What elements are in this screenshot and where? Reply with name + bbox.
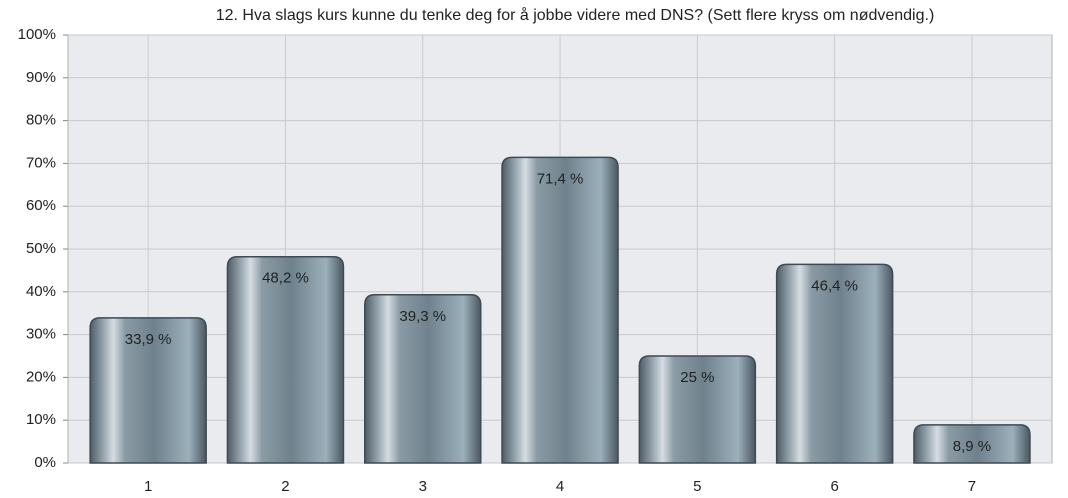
- x-tick-label: 2: [281, 478, 289, 495]
- value-label: 25 %: [680, 369, 714, 386]
- bar: [913, 424, 1031, 464]
- value-label: 39,3 %: [399, 308, 446, 325]
- value-label: 8,9 %: [953, 438, 991, 455]
- bar: [364, 294, 482, 464]
- y-tick-label: 40%: [26, 283, 56, 300]
- x-tick-label: 5: [693, 478, 701, 495]
- y-tick-label: 20%: [26, 368, 56, 385]
- y-tick-label: 30%: [26, 326, 56, 343]
- value-label: 46,4 %: [811, 277, 858, 294]
- y-tick-label: 10%: [26, 411, 56, 428]
- x-tick-label: 3: [419, 478, 427, 495]
- y-tick-label: 0%: [34, 454, 56, 471]
- x-tick-label: 4: [556, 478, 564, 495]
- bar: [501, 156, 619, 464]
- x-tick-label: 7: [968, 478, 976, 495]
- value-label: 71,4 %: [537, 170, 584, 187]
- y-tick-label: 80%: [26, 112, 56, 129]
- x-tick-label: 1: [144, 478, 152, 495]
- y-tick-label: 60%: [26, 197, 56, 214]
- y-tick-label: 90%: [26, 69, 56, 86]
- y-tick-label: 50%: [26, 240, 56, 257]
- y-tick-label: 100%: [18, 26, 56, 43]
- value-label: 33,9 %: [125, 331, 172, 348]
- value-label: 48,2 %: [262, 270, 309, 287]
- bar: [89, 317, 207, 464]
- chart-title: 12. Hva slags kurs kunne du tenke deg fo…: [216, 6, 935, 24]
- bar: [638, 355, 757, 464]
- y-tick-label: 70%: [26, 154, 56, 171]
- bar: [775, 263, 894, 464]
- x-tick-label: 6: [830, 478, 838, 495]
- bar: [226, 255, 345, 464]
